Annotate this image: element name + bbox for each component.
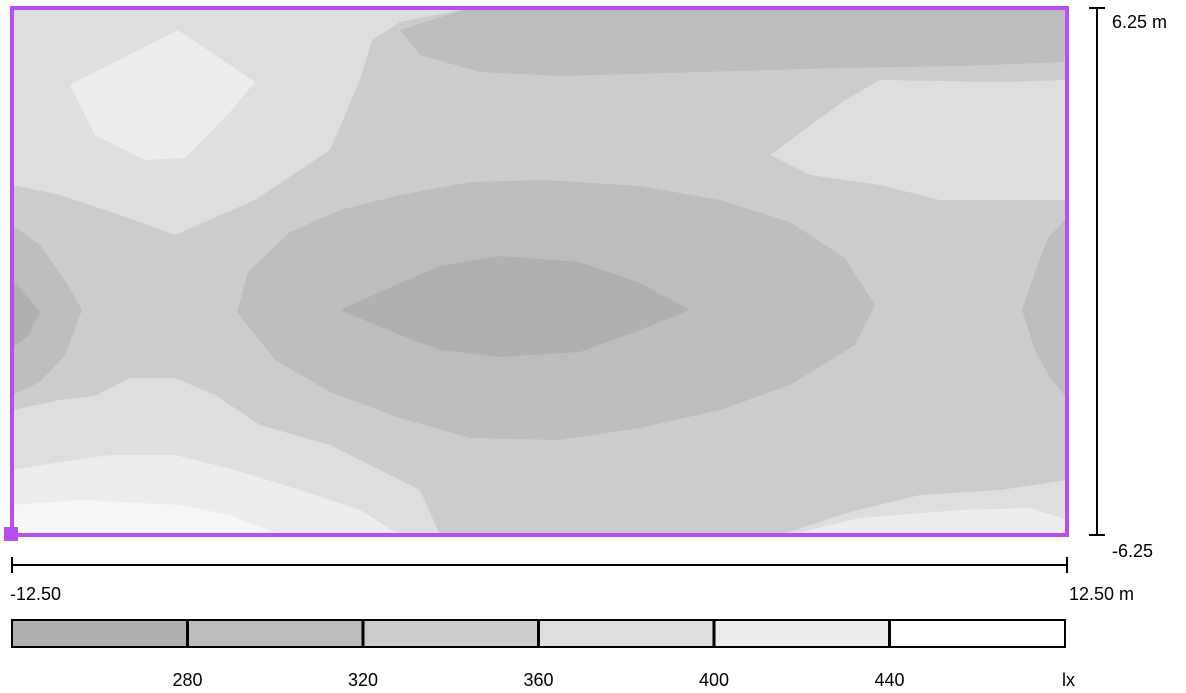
y-dimension: 6.25 m -6.25 [1089,7,1167,561]
contour-band-left-core [12,278,40,348]
legend-tick-label: 280 [172,670,202,690]
legend-bin [362,619,540,648]
legend-tick-label: 360 [523,670,553,690]
origin-marker [4,527,18,541]
room-boundary [10,6,1069,537]
isolux-legend: lx 280 320 360 400 440 [11,619,1075,690]
contour-band-top-dark [400,8,1067,76]
contour-band-left-edge [12,225,82,395]
isolux-map [12,8,1067,535]
legend-tick-label: 320 [348,670,378,690]
legend-tick-label: 440 [874,670,904,690]
x-min-label: -12.50 [10,584,61,604]
legend-bin [11,619,189,648]
legend-bin [713,619,891,648]
x-dimension: -12.50 12.50 m [10,557,1134,604]
x-max-label: 12.50 m [1069,584,1134,604]
contour-band-bottom-right-inner [790,508,1067,535]
contour-band-bottom-left-lightest [12,500,280,535]
contour-band-top-left-inner [70,30,255,160]
y-max-label: 6.25 m [1112,12,1167,32]
legend-tick-label: 400 [699,670,729,690]
legend-bin [537,619,715,648]
y-min-label: -6.25 [1112,541,1153,561]
legend-unit-label: lx [1062,670,1075,690]
contour-band-center-core [340,256,690,357]
contour-band-right-edge [1022,218,1067,398]
legend-bin [888,619,1066,648]
contour-band-right-top [770,80,1067,200]
legend-bin [186,619,364,648]
